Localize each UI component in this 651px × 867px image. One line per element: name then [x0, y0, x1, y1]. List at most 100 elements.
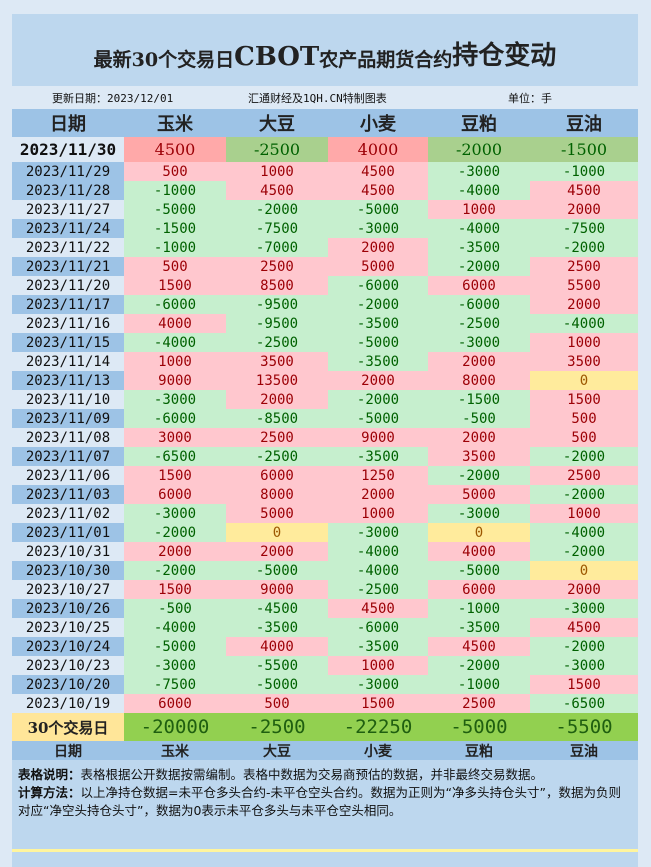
- value-cell: -6000: [328, 618, 428, 637]
- value-cell: 6000: [226, 466, 328, 485]
- date-cell: 2023/10/31: [12, 542, 124, 561]
- date-cell: 2023/10/24: [12, 637, 124, 656]
- value-cell: -3500: [328, 314, 428, 333]
- table-row: 2023/11/20 1500 8500 -6000 6000 5500: [12, 276, 638, 295]
- value-cell: 8000: [428, 371, 530, 390]
- value-cell: 1000: [428, 200, 530, 219]
- header-cell: 豆油: [566, 114, 602, 135]
- table-row: 2023/11/14 1000 3500 -3500 2000 3500: [12, 352, 638, 371]
- value-cell: -1500: [428, 390, 530, 409]
- value-cell: 6000: [428, 580, 530, 599]
- value-cell: -5000: [124, 200, 226, 219]
- table-row: 2023/11/01 -2000 0 -3000 0 -4000: [12, 523, 638, 542]
- value-cell: -2000: [530, 238, 638, 257]
- summary-label: 30个交易日: [12, 713, 124, 741]
- value-cell: -6500: [124, 447, 226, 466]
- table-row: 2023/11/06 1500 6000 1250 -2000 2500: [12, 466, 638, 485]
- value-cell: 4500: [124, 137, 226, 162]
- value-cell: 8500: [226, 276, 328, 295]
- date-cell: 2023/11/09: [12, 409, 124, 428]
- value-cell: 5000: [428, 485, 530, 504]
- value-cell: -3500: [328, 352, 428, 371]
- value-cell: -7500: [530, 219, 638, 238]
- value-cell: 2000: [226, 390, 328, 409]
- header-cell: 小麦: [360, 114, 396, 135]
- date-cell: 2023/11/29: [12, 162, 124, 181]
- value-cell: -3500: [428, 618, 530, 637]
- value-cell: -7000: [226, 238, 328, 257]
- calc-label: 计算方法：: [18, 785, 81, 800]
- value-cell: -2000: [428, 257, 530, 276]
- value-cell: 8000: [226, 485, 328, 504]
- value-cell: -3000: [530, 599, 638, 618]
- calc-text: 以上净持仓数据=未平仓多头合约-未平仓空头合约。数据为正则为“净多头持仓头寸”，…: [18, 785, 621, 818]
- value-cell: 4000: [328, 137, 428, 162]
- value-cell: 9000: [226, 580, 328, 599]
- value-cell: -5000: [226, 675, 328, 694]
- value-cell: -4000: [328, 542, 428, 561]
- table-row: 2023/11/16 4000 -9500 -3500 -2500 -4000: [12, 314, 638, 333]
- date-cell: 2023/11/06: [12, 466, 124, 485]
- value-cell: 2000: [530, 580, 638, 599]
- value-cell: -2000: [530, 542, 638, 561]
- value-cell: -5000: [428, 561, 530, 580]
- date-cell: 2023/11/01: [12, 523, 124, 542]
- summary-row: 30个交易日 -20000 -2500 -22250 -5000 -5500: [12, 713, 638, 741]
- value-cell: 3500: [530, 352, 638, 371]
- value-cell: 2500: [226, 257, 328, 276]
- date-cell: 2023/11/10: [12, 390, 124, 409]
- value-cell: 0: [226, 523, 328, 542]
- value-cell: 4000: [428, 542, 530, 561]
- value-cell: -4000: [328, 561, 428, 580]
- value-cell: 4500: [328, 599, 428, 618]
- date-cell: 2023/11/15: [12, 333, 124, 352]
- value-cell: -3000: [124, 504, 226, 523]
- value-cell: 3500: [226, 352, 328, 371]
- date-cell: 2023/10/20: [12, 675, 124, 694]
- value-cell: 500: [124, 162, 226, 181]
- value-cell: -22250: [343, 716, 413, 738]
- footer-cell: 日期: [54, 743, 82, 760]
- date-cell: 2023/11/17: [12, 295, 124, 314]
- source-label: 汇通财经及1QH.CN特制图表: [248, 91, 387, 105]
- footer-cell: 玉米: [161, 743, 189, 760]
- value-cell: 5000: [226, 504, 328, 523]
- value-cell: -5500: [226, 656, 328, 675]
- value-cell: -3000: [124, 656, 226, 675]
- value-cell: 1000: [530, 333, 638, 352]
- table-row: 2023/11/02 -3000 5000 1000 -3000 1000: [12, 504, 638, 523]
- desc-text: 表格根据公开数据按需编制。表格中数据为交易商预估的数据，并非最终交易数据。: [80, 767, 544, 782]
- table-row: 2023/10/31 2000 2000 -4000 4000 -2000: [12, 542, 638, 561]
- value-cell: 1000: [328, 656, 428, 675]
- title-part: 最新30个交易日: [93, 49, 235, 71]
- value-cell: -1000: [124, 181, 226, 200]
- value-cell: 1000: [328, 504, 428, 523]
- value-cell: 1500: [124, 580, 226, 599]
- value-cell: 3500: [428, 447, 530, 466]
- table-row: 2023/10/19 6000 500 1500 2500 -6500: [12, 694, 638, 713]
- value-cell: -3000: [530, 656, 638, 675]
- header-cell: 大豆: [259, 114, 295, 135]
- value-cell: -3000: [428, 162, 530, 181]
- value-cell: -2500: [226, 447, 328, 466]
- value-cell: 2500: [530, 257, 638, 276]
- date-cell: 2023/10/30: [12, 561, 124, 580]
- table-row: 2023/10/20 -7500 -5000 -3000 -1000 1500: [12, 675, 638, 694]
- value-cell: 2000: [328, 371, 428, 390]
- value-cell: 5000: [328, 257, 428, 276]
- value-cell: 2000: [530, 200, 638, 219]
- value-cell: -2500: [328, 580, 428, 599]
- value-cell: -5000: [450, 716, 508, 738]
- value-cell: -6000: [328, 276, 428, 295]
- table-row: 2023/11/10 -3000 2000 -2000 -1500 1500: [12, 390, 638, 409]
- table-row: 2023/11/03 6000 8000 2000 5000 -2000: [12, 485, 638, 504]
- value-cell: 4500: [328, 181, 428, 200]
- value-cell: 3000: [124, 428, 226, 447]
- value-cell: -5000: [226, 561, 328, 580]
- value-cell: 1500: [530, 675, 638, 694]
- unit-label: 单位：手: [508, 91, 552, 105]
- value-cell: 2500: [428, 694, 530, 713]
- date-cell: 2023/10/25: [12, 618, 124, 637]
- value-cell: -2000: [530, 447, 638, 466]
- info-bar: 更新日期：2023/12/01 汇通财经及1QH.CN特制图表 单位：手: [12, 86, 638, 109]
